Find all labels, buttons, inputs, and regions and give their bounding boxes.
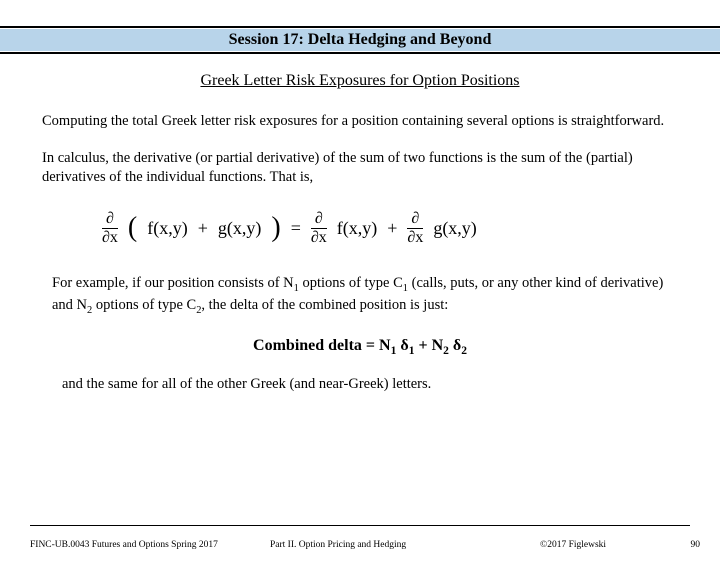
footer: FINC-UB.0043 Futures and Options Spring … <box>30 540 700 550</box>
rparen: ) <box>271 214 280 242</box>
partial-dx-3: ∂ ∂x <box>407 211 423 246</box>
footer-course: FINC-UB.0043 Futures and Options Spring … <box>30 540 270 550</box>
gxy-1: g(x,y) <box>218 218 262 239</box>
fxy-1: f(x,y) <box>147 218 187 239</box>
paragraph-2: In calculus, the derivative (or partial … <box>42 149 678 187</box>
header-bar: Session 17: Delta Hedging and Beyond <box>0 26 720 54</box>
plus-1: + <box>198 218 208 239</box>
plus-2: + <box>387 218 397 239</box>
partial-dx-2: ∂ ∂x <box>311 211 327 246</box>
content-area: Computing the total Greek letter risk ex… <box>0 112 720 393</box>
example-paragraph: For example, if our position consists of… <box>42 274 678 318</box>
lparen: ( <box>128 214 137 242</box>
combined-delta-equation: Combined delta = N1 δ1 + N2 δ2 <box>42 337 678 357</box>
derivative-equation: ∂ ∂x ( f(x,y) + g(x,y) ) = ∂ ∂x f(x,y) +… <box>102 211 678 246</box>
gxy-2: g(x,y) <box>433 218 477 239</box>
closing-paragraph: and the same for all of the other Greek … <box>42 376 678 393</box>
partial-dx-1: ∂ ∂x <box>102 211 118 246</box>
equals: = <box>291 218 301 239</box>
footer-divider <box>30 525 690 526</box>
session-title: Session 17: Delta Hedging and Beyond <box>0 29 720 51</box>
slide-subtitle: Greek Letter Risk Exposures for Option P… <box>0 72 720 90</box>
footer-copyright: ©2017 Figlewski <box>540 540 670 550</box>
footer-page: 90 <box>670 540 700 550</box>
paragraph-1: Computing the total Greek letter risk ex… <box>42 112 678 131</box>
footer-part: Part II. Option Pricing and Hedging <box>270 540 540 550</box>
fxy-2: f(x,y) <box>337 218 377 239</box>
